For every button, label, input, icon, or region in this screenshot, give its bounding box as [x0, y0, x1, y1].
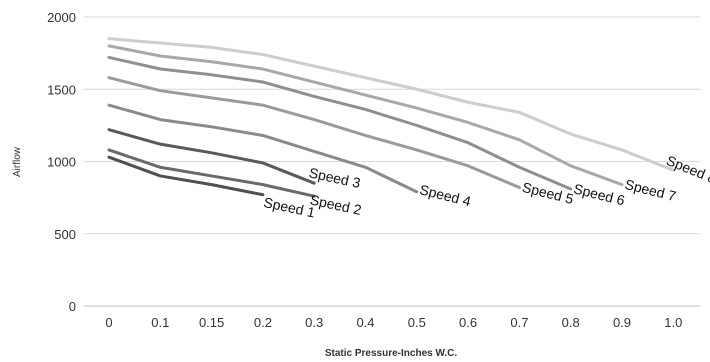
- series-line: [107, 37, 675, 172]
- series-line: [107, 55, 573, 191]
- x-tick-label: 0.3: [305, 315, 323, 330]
- series-label: Speed 1: [262, 194, 317, 221]
- series-line: [107, 155, 265, 197]
- y-tick-label: 1000: [47, 155, 76, 170]
- x-tick-label: 0.5: [408, 315, 426, 330]
- series-label: Speed 5: [521, 179, 576, 207]
- x-tick-label: 0.15: [199, 315, 224, 330]
- y-tick-label: 0: [69, 299, 76, 314]
- series-label: Speed 2: [309, 191, 364, 218]
- y-tick-label: 1500: [47, 82, 76, 97]
- x-tick-label: 0: [105, 315, 112, 330]
- x-tick-label: 0.7: [510, 315, 528, 330]
- x-tick-label: 0.9: [613, 315, 631, 330]
- series-line: [107, 148, 316, 198]
- series-line: [107, 103, 419, 194]
- x-axis-title: Static Pressure-Inches W.C.: [325, 348, 457, 359]
- series-label: Speed 4: [418, 181, 473, 209]
- y-axis-ticks: 0 500 1000 1500 2000: [47, 10, 76, 314]
- series-label: Speed 7: [623, 176, 678, 204]
- series-line: [107, 76, 521, 190]
- x-tick-label: 0.2: [254, 315, 272, 330]
- series-line: [107, 128, 316, 185]
- x-tick-label: 0.4: [356, 315, 374, 330]
- series-label: Speed 8: [664, 152, 710, 186]
- series-label: Speed 3: [308, 164, 363, 191]
- y-tick-label: 2000: [47, 10, 76, 25]
- x-tick-label: 1.0: [664, 315, 682, 330]
- series-lines: [107, 37, 675, 198]
- x-tick-label: 0.1: [151, 315, 169, 330]
- x-axis-ticks: 0 0.1 0.15 0.2 0.3 0.4 0.5 0.6 0.7 0.8 0.9 1.0: [105, 315, 682, 330]
- y-axis-title: Airflow: [12, 146, 23, 177]
- x-tick-label: 0.8: [562, 315, 580, 330]
- x-tick-label: 0.6: [459, 315, 477, 330]
- y-tick-label: 500: [54, 227, 76, 242]
- gridlines: [84, 16, 700, 307]
- series-line: [107, 44, 624, 187]
